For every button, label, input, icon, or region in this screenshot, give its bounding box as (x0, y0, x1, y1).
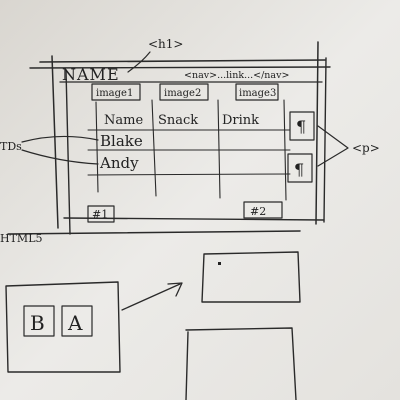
table-row-blake: Blake (100, 132, 143, 150)
footer-button-2 (243, 201, 283, 219)
image-label-3: image3 (239, 88, 276, 99)
image-box-1 (91, 83, 141, 101)
image-label-1: image1 (96, 88, 133, 99)
transition-arrow (121, 282, 183, 311)
p-brace-arrow (317, 125, 349, 167)
mockup-right-window-top (201, 251, 301, 303)
td-arrow-top (21, 135, 99, 143)
image-box-3 (235, 83, 279, 101)
mockup-right-window-bottom (185, 327, 297, 400)
image-box-2 (159, 83, 209, 101)
footer-button-2-label: #2 (250, 205, 266, 218)
paragraph-symbol-1: ¶ (296, 117, 306, 136)
table-grid (87, 99, 291, 201)
h1-tag-label: <h1> (148, 37, 183, 51)
p-tag-label: <p> (352, 141, 380, 155)
mockup-box-a-label: A (67, 311, 83, 335)
nav-tag-label: <nav>...link...</nav> (184, 70, 289, 81)
paragraph-symbol-2: ¶ (294, 160, 304, 179)
table-header-name: Name (104, 113, 143, 128)
image-label-2: image2 (164, 88, 201, 99)
paragraph-box-1 (289, 111, 315, 141)
mockup-left-window: B A (5, 281, 121, 373)
td-tag-label: TDs (0, 140, 22, 153)
footer-button-1-label: #1 (92, 208, 108, 221)
html5-label: HTML5 (0, 232, 43, 245)
table-row-andy: Andy (99, 154, 139, 172)
page-wireframe (7, 41, 331, 235)
td-arrow-bottom (21, 149, 99, 165)
mockup-box-b (23, 305, 55, 337)
table-header-drink: Drink (222, 113, 259, 128)
paragraph-box-2 (287, 153, 313, 183)
mockup-box-a (61, 305, 93, 337)
h1-arrow (127, 51, 151, 73)
mockup-box-b-label: B (30, 311, 45, 335)
paragraph-blocks: ¶ ¶ (287, 111, 315, 183)
table-header-snack: Snack (158, 113, 198, 128)
footer-button-1 (87, 205, 115, 223)
page-title: NAME (62, 65, 120, 84)
image-row: image1 image2 image3 (91, 83, 279, 101)
